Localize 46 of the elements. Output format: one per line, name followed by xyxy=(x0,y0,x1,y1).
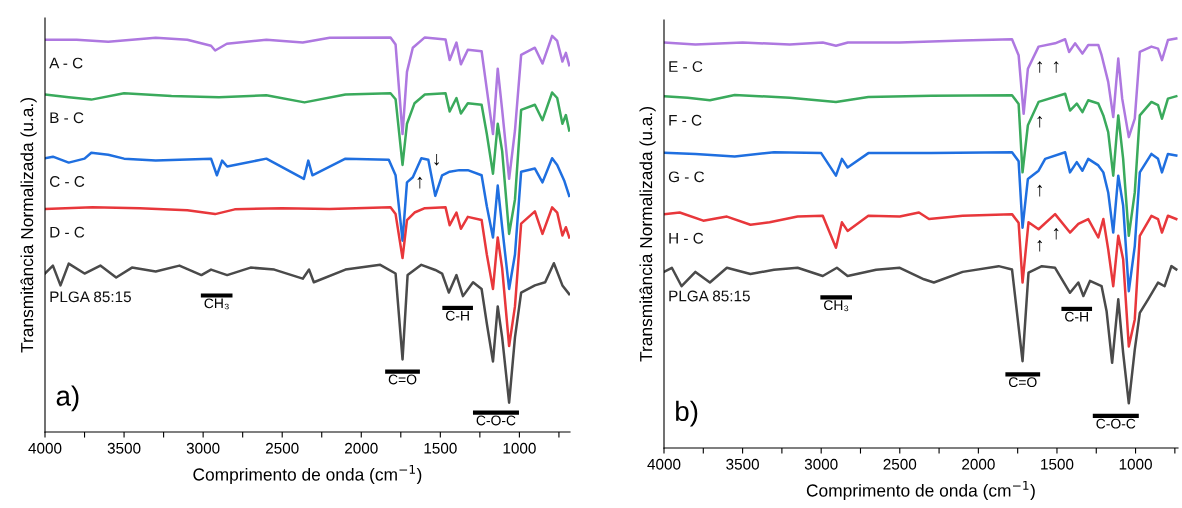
series-label: E - C xyxy=(669,61,703,73)
series-label: C - C xyxy=(49,176,85,187)
x-tick-label: 3000 xyxy=(804,458,838,470)
annotation: ↑ xyxy=(1053,61,1059,73)
x-tick-label: 3500 xyxy=(107,442,141,454)
annotation: ↓ xyxy=(434,154,439,166)
x-axis-title: Comprimento de onda (cm$^{−1}$) xyxy=(193,464,422,485)
x-tick-label: 2000 xyxy=(345,442,378,454)
annotation: C-O-C xyxy=(1096,418,1136,429)
y-axis-title: Transmitância Normalizada (u.a.) xyxy=(20,98,37,353)
annotation: ↑ xyxy=(1037,240,1043,252)
series-label: G - C xyxy=(668,171,705,183)
x-axis-title: Comprimento de onda (cm$^{−1}$) xyxy=(806,480,1035,501)
x-tick-label: 3000 xyxy=(186,442,220,454)
series-label: H - C xyxy=(669,232,704,244)
x-tick-label: 1000 xyxy=(1119,458,1152,470)
annotation: ↑ xyxy=(1037,184,1043,197)
series-label: D - C xyxy=(50,226,85,238)
annotation: C-O-C xyxy=(476,415,516,426)
annotation: b) xyxy=(676,400,698,427)
x-tick-label: 1000 xyxy=(503,442,536,454)
annotation: a) xyxy=(56,385,79,412)
x-tick-label: 3500 xyxy=(726,458,759,470)
annotation: C=O xyxy=(388,374,417,385)
y-axis-title: Transmitância Normalizada (u.a.) xyxy=(639,107,656,362)
series-label: A - C xyxy=(49,57,83,69)
x-tick-label: 1500 xyxy=(424,442,457,454)
annotation: CH₃ xyxy=(204,298,229,310)
annotation: ↑ xyxy=(1037,61,1043,73)
annotation: ↑ xyxy=(1037,115,1043,128)
annotation: C-H xyxy=(1065,311,1088,322)
annotation: CH₃ xyxy=(824,300,849,312)
x-tick-label: 2000 xyxy=(962,458,995,470)
x-tick-label: 2500 xyxy=(265,442,299,454)
x-tick-label: 2500 xyxy=(883,458,917,470)
series-label: PLGA 85:15 xyxy=(50,291,131,303)
x-tick-label: 4000 xyxy=(28,442,62,454)
annotation: ↑ xyxy=(1053,228,1059,240)
series-label: PLGA 85:15 xyxy=(669,290,750,302)
x-tick-label: 1500 xyxy=(1041,458,1074,470)
annotation: C=O xyxy=(1009,377,1037,388)
annotation: C-H xyxy=(446,310,469,321)
series-label: F - C xyxy=(669,114,702,126)
series-label: B - C xyxy=(50,112,84,124)
x-tick-label: 4000 xyxy=(647,458,681,470)
annotation: ↑ xyxy=(417,176,423,189)
